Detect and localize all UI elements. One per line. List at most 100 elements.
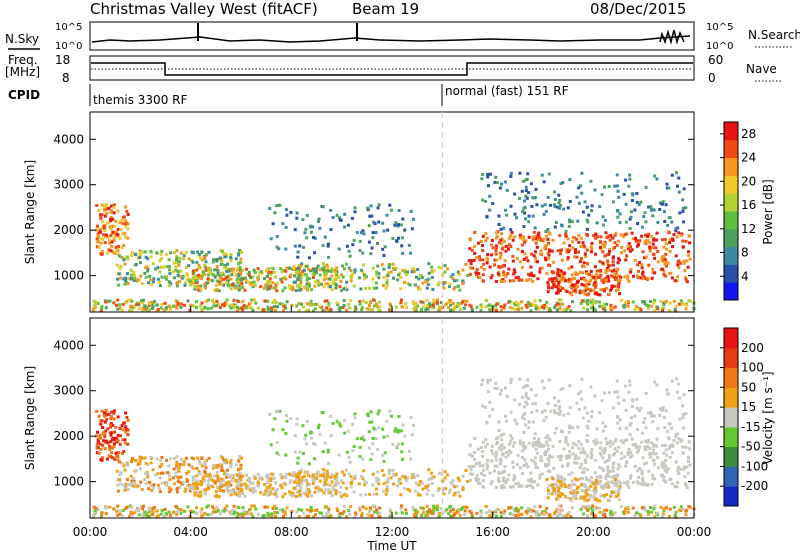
velocity-echo [326,448,330,452]
velocity-echo [211,505,215,509]
velocity-echo [278,508,282,512]
power-echo [568,199,572,203]
velocity-echo [235,515,239,519]
velocity-echo [122,483,126,487]
power-echo [603,218,607,222]
power-echo [173,250,177,254]
velocity-echo [403,434,407,438]
colorbar-tick-label: 20 [741,174,756,188]
power-echo [327,304,331,308]
power-echo [126,222,130,226]
velocity-echo [194,482,198,486]
velocity-echo [442,492,446,496]
power-echo [361,299,365,303]
y-tick-label: 2000 [53,429,84,443]
velocity-echo [649,411,653,415]
power-echo [124,235,128,239]
velocity-echo [353,416,357,420]
power-echo [555,285,559,289]
power-echo [600,193,604,197]
velocity-echo [583,495,587,499]
power-echo [529,273,533,277]
power-echo [169,251,173,255]
velocity-echo [232,504,236,508]
power-echo [384,286,388,290]
power-echo [640,234,644,238]
power-echo [580,256,584,260]
power-echo [663,219,667,223]
velocity-echo [129,482,133,486]
power-echo [284,208,288,212]
power-echo [598,293,602,297]
velocity-echo [376,511,380,515]
velocity-echo [668,444,672,448]
power-echo [266,269,270,273]
power-echo [238,265,242,269]
velocity-echo [203,488,207,492]
velocity-echo [597,481,601,485]
velocity-echo [582,467,586,471]
power-echo [661,259,665,263]
power-echo [111,217,115,221]
power-echo [482,262,486,266]
power-echo [318,273,322,277]
power-echo [500,242,504,246]
power-echo [629,245,633,249]
velocity-echo [327,483,331,487]
power-echo [635,274,639,278]
power-echo [215,259,219,263]
velocity-echo [642,420,646,424]
power-echo [613,275,617,279]
velocity-echo [613,511,617,515]
power-echo [271,222,275,226]
power-echo [601,281,605,285]
power-echo [110,240,114,244]
power-echo [416,304,420,308]
velocity-echo [471,472,475,476]
power-echo [365,307,369,311]
power-echo [469,262,473,266]
velocity-echo [643,447,647,451]
velocity-echo [388,508,392,512]
power-echo [688,257,692,261]
velocity-echo [587,486,591,490]
velocity-echo [553,411,557,415]
velocity-echo [425,504,429,508]
power-echo [547,172,551,176]
velocity-echo [126,463,130,467]
power-echo [146,308,150,312]
colorbar-segment [724,211,738,230]
power-echo [685,259,689,263]
velocity-echo [518,466,522,470]
power-echo [412,302,416,306]
power-echo [503,303,507,307]
velocity-echo [321,474,325,478]
velocity-echo [371,483,375,487]
velocity-echo [221,479,225,483]
power-echo [662,254,666,258]
velocity-echo [268,483,272,487]
velocity-echo [138,456,142,460]
velocity-echo [335,507,339,511]
power-echo [359,287,363,291]
velocity-echo [464,469,468,473]
velocity-echo [120,514,124,518]
power-echo [241,277,245,281]
power-echo [661,306,665,310]
velocity-echo [499,433,503,437]
power-echo [651,246,655,250]
velocity-echo [239,477,243,481]
power-echo [676,260,680,264]
power-echo [511,259,515,263]
power-echo [333,269,337,273]
power-echo [140,281,144,285]
velocity-echo [190,456,194,460]
freq-label-1: Freq. [8,53,38,67]
power-echo [225,267,229,271]
power-echo [524,217,528,221]
velocity-echo [507,442,511,446]
power-echo [226,262,230,266]
power-echo [224,254,228,258]
velocity-echo [569,515,573,519]
velocity-echo [175,512,179,516]
